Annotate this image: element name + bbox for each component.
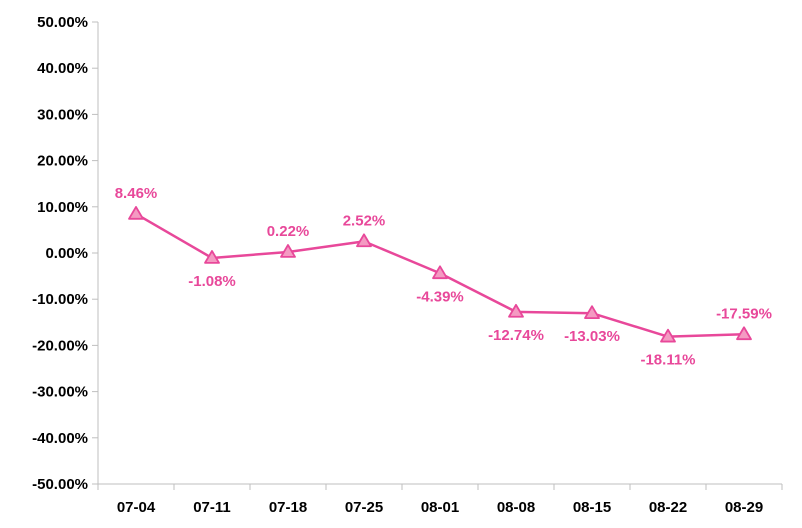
x-tick-label: 07-11: [193, 499, 231, 516]
y-tick-label: -20.00%: [32, 337, 88, 354]
y-tick-label: -10.00%: [32, 291, 88, 308]
data-point-marker: [584, 305, 600, 319]
x-tick-label: 08-22: [649, 499, 687, 516]
x-tick-label: 07-25: [345, 499, 383, 516]
y-axis: 50.00% 40.00% 30.00% 20.00% 10.00% 0.00% -10.0…: [32, 14, 99, 493]
x-tick-label: 07-18: [269, 499, 307, 516]
y-tick-label: 30.00%: [37, 106, 88, 123]
data-label: -18.11%: [640, 352, 695, 369]
y-tick-label: 10.00%: [37, 199, 88, 216]
x-tick-label: 08-29: [725, 499, 763, 516]
data-label: -12.74%: [488, 327, 544, 344]
y-tick-label: -50.00%: [32, 476, 88, 493]
x-tick-label: 07-04: [117, 499, 156, 516]
data-point-marker: [356, 233, 372, 248]
data-point-marker: [280, 244, 296, 258]
data-point-marker: [508, 303, 524, 318]
data-label: -13.03%: [564, 328, 620, 345]
y-tick-label: 0.00%: [45, 245, 88, 262]
data-point-marker: [660, 328, 676, 343]
y-tick-label: 50.00%: [37, 14, 88, 31]
data-labels: 8.46% -1.08% 0.22% 2.52% -4.39% -12.74% -13.03…: [115, 185, 772, 369]
y-tick-label: -40.00%: [32, 430, 88, 447]
y-tick-label: 20.00%: [37, 153, 88, 170]
y-tick-label: 40.00%: [37, 60, 88, 77]
data-label: -4.39%: [416, 288, 464, 305]
y-tick-label: -30.00%: [32, 384, 88, 401]
data-point-marker: [736, 326, 752, 341]
data-label: 2.52%: [343, 212, 386, 229]
data-label: -1.08%: [188, 273, 236, 290]
data-label: 0.22%: [267, 223, 310, 240]
data-point-marker: [204, 250, 220, 264]
data-label: 8.46%: [115, 185, 158, 202]
data-point-marker: [432, 265, 448, 280]
x-tick-label: 08-08: [497, 499, 535, 516]
series-markers: [128, 206, 752, 343]
data-label: -17.59%: [716, 305, 772, 322]
x-axis: 07-04 07-11 07-18 07-25 08-01 08-08 08-15 08-22…: [97, 483, 783, 516]
x-tick-label: 08-15: [573, 499, 611, 516]
x-tick-label: 08-01: [421, 499, 459, 516]
data-point-marker: [128, 206, 144, 220]
